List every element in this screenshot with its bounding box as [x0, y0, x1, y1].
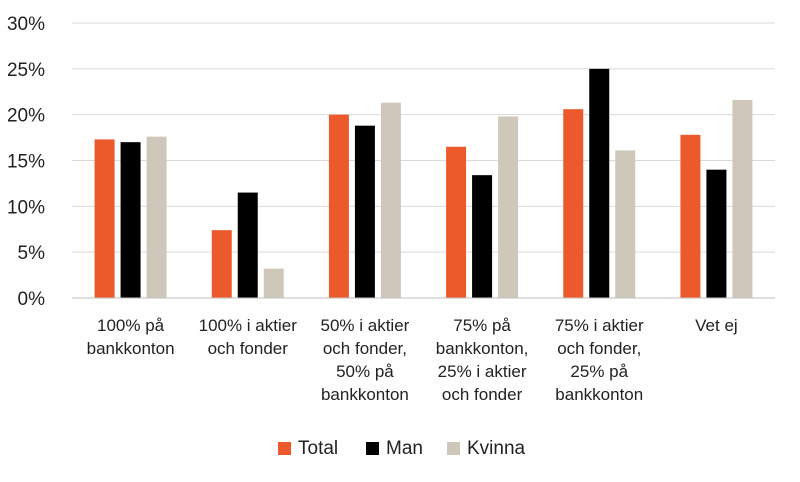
bar-total [563, 109, 584, 299]
category-label: 100% på bankkonton [87, 316, 175, 358]
bars [94, 68, 753, 299]
y-tick-label: 20% [7, 106, 45, 127]
bar-total [446, 146, 467, 298]
bar-total [680, 134, 701, 298]
y-tick-label: 30% [7, 14, 45, 35]
y-tick-label: 10% [7, 197, 45, 218]
bar-kvinna [615, 150, 636, 298]
category-label: 100% i aktier och fonder [199, 316, 298, 358]
bar-total [328, 114, 349, 299]
legend-swatch-man [366, 442, 379, 455]
bar-man [706, 169, 727, 298]
bar-man [589, 68, 610, 298]
bar-man [472, 175, 493, 298]
y-tick-label: 5% [18, 243, 46, 264]
bar-man [120, 142, 141, 298]
bar-kvinna [146, 136, 167, 298]
bar-kvinna [380, 102, 401, 298]
bar-kvinna [732, 100, 753, 298]
category-label: 75% på bankkonton, 25% i aktier och fonder [436, 316, 529, 404]
legend-label-man: Man [386, 438, 423, 459]
y-tick-label: 0% [18, 289, 46, 310]
legend-swatch-kvinna [447, 442, 460, 455]
y-tick-label: 15% [7, 152, 45, 173]
bar-man [237, 192, 258, 298]
bar-kvinna [498, 116, 519, 298]
bar-kvinna [263, 268, 284, 298]
category-labels: 100% på bankkonton 100% i aktier och fonder… [87, 316, 738, 404]
bar-man [354, 125, 375, 299]
category-label: 75% i aktier och fonder, 25% på bankkonton [555, 316, 644, 404]
y-axis-ticks: 0% 5% 10% 15% 20% 25% 30% [7, 14, 45, 310]
y-tick-label: 25% [7, 60, 45, 81]
legend-label-kvinna: Kvinna [467, 438, 526, 459]
legend-label-total: Total [298, 438, 338, 459]
gridlines [72, 22, 775, 253]
category-label: 50% i aktier och fonder, 50% på bankkonton [321, 316, 410, 404]
bar-total [94, 139, 115, 298]
bar-total [211, 230, 232, 298]
legend: Total Man Kvinna [278, 438, 526, 459]
legend-swatch-total [278, 442, 291, 455]
category-label: Vet ej [695, 316, 738, 335]
